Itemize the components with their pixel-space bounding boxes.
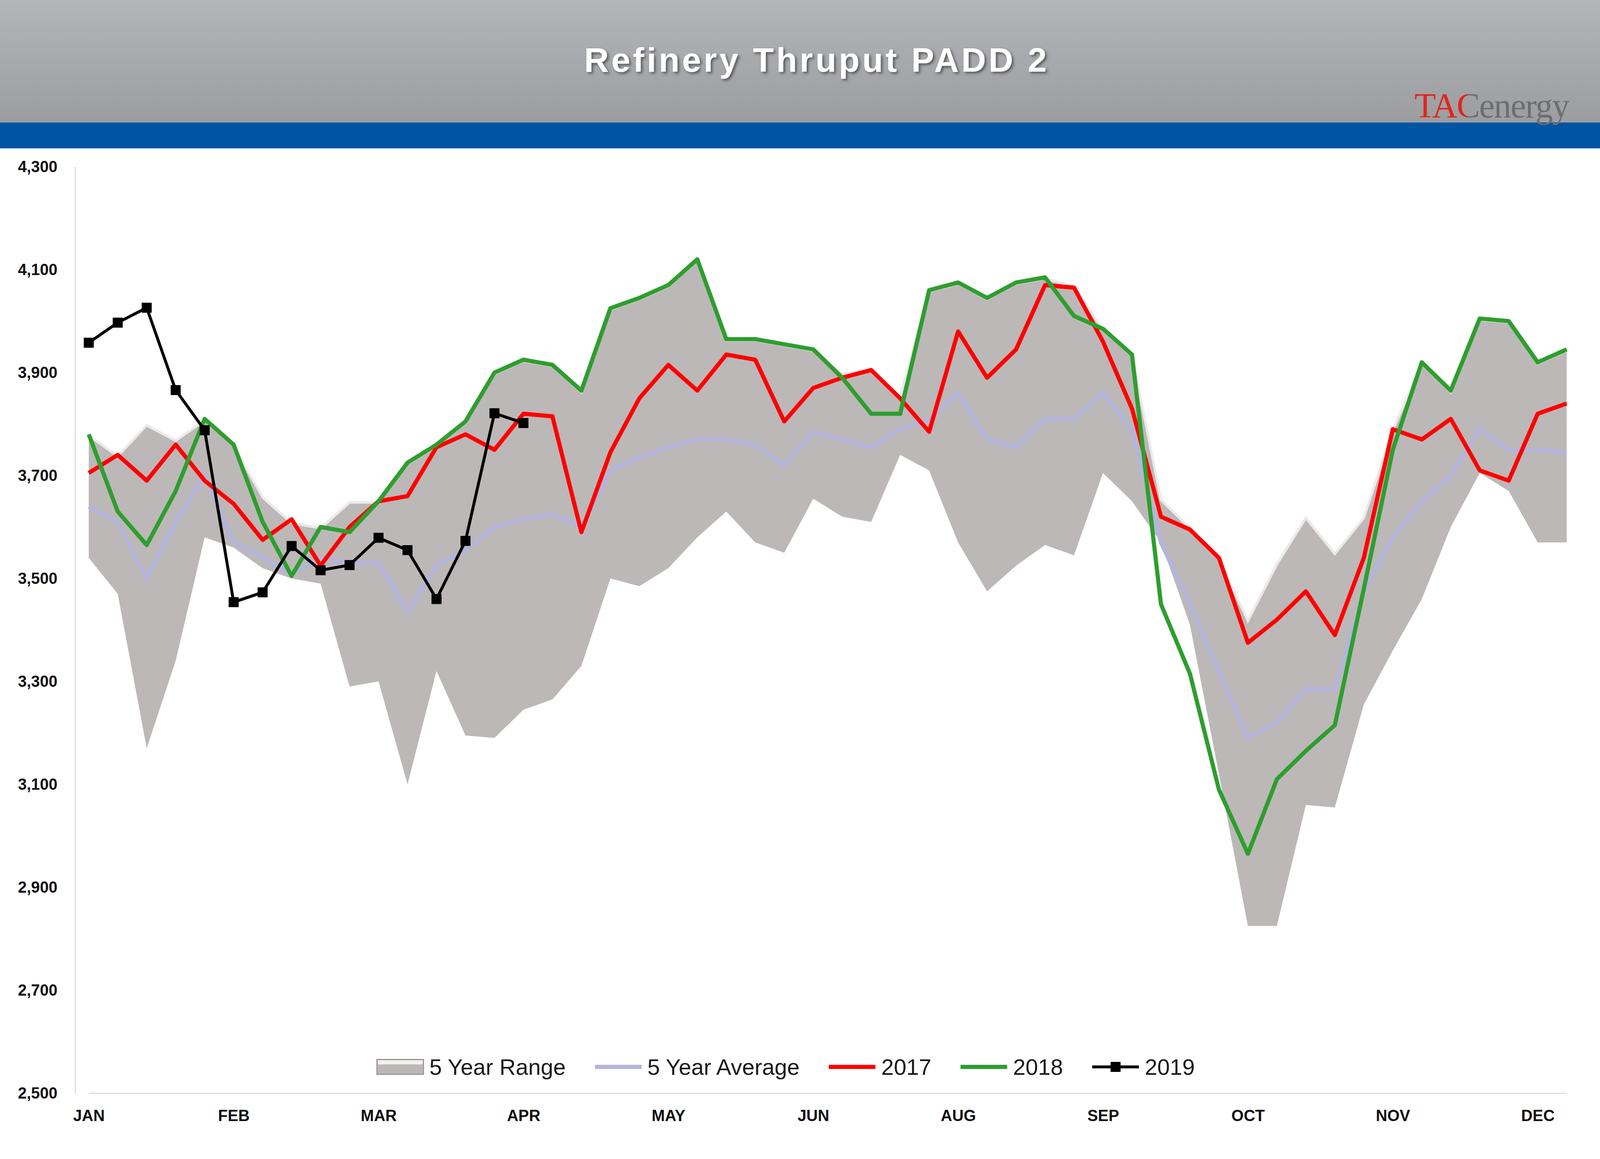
series-line [88, 307, 524, 602]
legend-label: 2018 [1012, 1054, 1063, 1080]
x-tick-label: AUG [940, 1106, 976, 1125]
y-axis: 2,500 2,700 2,900 3,100 3,300 3,500 3,700 3,900… [17, 157, 76, 1102]
series-marker [141, 302, 152, 313]
series-marker [228, 597, 239, 608]
series-marker [315, 565, 326, 575]
legend-label: 2019 [1144, 1054, 1195, 1080]
range-top-edge [88, 260, 1567, 621]
series-marker [518, 417, 529, 428]
series-marker [373, 532, 384, 543]
plot-background [75, 166, 1580, 1093]
series-line [88, 285, 1567, 643]
y-tick: 2,700 [17, 981, 75, 999]
legend-swatch [960, 1064, 1008, 1069]
series-marker [170, 385, 181, 395]
x-tick-label: JUN [797, 1106, 830, 1125]
chart: Refinery Thruput PADD 2 TACenergy 2,500 2,7… [0, 0, 1600, 1159]
x-tick-label: FEB [217, 1106, 250, 1125]
x-tick: SEP [1087, 1092, 1120, 1125]
y-tick-label: 4,300 [17, 157, 58, 176]
series-marker [257, 587, 268, 598]
series-marker [83, 337, 94, 348]
series-line [88, 259, 1567, 854]
x-tick: OCT [1231, 1092, 1265, 1125]
y-tick: 2,500 [17, 1084, 75, 1102]
legend-label: 2017 [881, 1054, 932, 1080]
y-tick: 4,300 [17, 157, 75, 176]
y-tick-label: 3,900 [17, 363, 58, 382]
y-tick-label: 3,700 [17, 466, 58, 485]
series-marker [199, 425, 210, 435]
x-tick-label: APR [507, 1106, 541, 1125]
series-marker [489, 408, 500, 419]
x-tick-label: MAY [651, 1106, 686, 1125]
x-tick-label: MAR [360, 1106, 398, 1125]
legend-swatch [376, 1059, 424, 1075]
y-tick: 4,100 [17, 260, 75, 279]
legend: 5 Year Range 5 Year Average 2017 2018 2019 [376, 1054, 1195, 1080]
x-axis: JAN FEB MAR APR MAY JUN AUG SEP OCT NOV DEC [72, 1092, 1567, 1125]
series-marker [112, 317, 123, 328]
series-marker [402, 545, 413, 555]
series-marker [431, 593, 442, 604]
plot-area [83, 259, 1567, 926]
x-tick: AUG [940, 1092, 976, 1125]
x-tick-label: JAN [72, 1106, 105, 1125]
y-axis-line [75, 167, 76, 1094]
legend-item: 5 Year Range [376, 1054, 566, 1080]
y-tick-label: 4,100 [17, 260, 58, 279]
series-marker [344, 560, 355, 570]
title: Refinery Thruput PADD 2 [584, 40, 1050, 79]
legend-item: 5 Year Average [595, 1054, 800, 1080]
x-tick-label: OCT [1231, 1106, 1265, 1125]
x-tick: FEB [217, 1092, 250, 1125]
series-marker [286, 540, 297, 551]
y-tick: 2,900 [17, 878, 75, 896]
range-area [88, 259, 1567, 926]
legend-swatch-highlight [377, 1060, 423, 1065]
legend-item: 2017 [828, 1054, 932, 1080]
x-axis-line [89, 1092, 1568, 1094]
header-stripe [0, 122, 1600, 149]
y-tick: 3,100 [17, 775, 75, 793]
legend-marker [1110, 1061, 1121, 1072]
x-tick-label: DEC [1521, 1106, 1555, 1125]
legend-swatch [828, 1064, 876, 1069]
legend-label: 5 Year Range [429, 1054, 566, 1080]
y-tick: 3,900 [17, 363, 75, 382]
y-tick-label: 2,700 [17, 981, 58, 999]
legend-item: 2019 [1092, 1054, 1195, 1080]
y-tick-label: 2,900 [17, 878, 58, 896]
y-tick-label: 3,100 [17, 775, 58, 793]
x-tick: JAN [72, 1092, 105, 1125]
header-band [0, 0, 1600, 123]
y-tick-label: 3,300 [17, 672, 58, 690]
x-tick: MAR [360, 1092, 398, 1125]
legend-item: 2018 [960, 1054, 1063, 1080]
x-tick-label: NOV [1375, 1106, 1411, 1125]
x-tick: MAY [651, 1092, 686, 1125]
series-marker [460, 535, 471, 546]
y-tick: 3,300 [17, 672, 75, 690]
x-tick: JUN [797, 1092, 830, 1125]
x-tick: NOV [1375, 1092, 1411, 1125]
y-tick: 3,500 [17, 569, 75, 588]
legend-swatch [595, 1064, 642, 1069]
x-tick: DEC [1521, 1092, 1555, 1125]
x-tick: APR [507, 1092, 541, 1125]
legend-label: 5 Year Average [647, 1054, 800, 1080]
y-tick-label: 3,500 [17, 569, 58, 588]
y-tick-label: 2,500 [17, 1084, 58, 1102]
x-tick-label: SEP [1087, 1106, 1120, 1125]
y-tick: 3,700 [17, 466, 75, 485]
logo: TACenergy [1414, 86, 1570, 125]
